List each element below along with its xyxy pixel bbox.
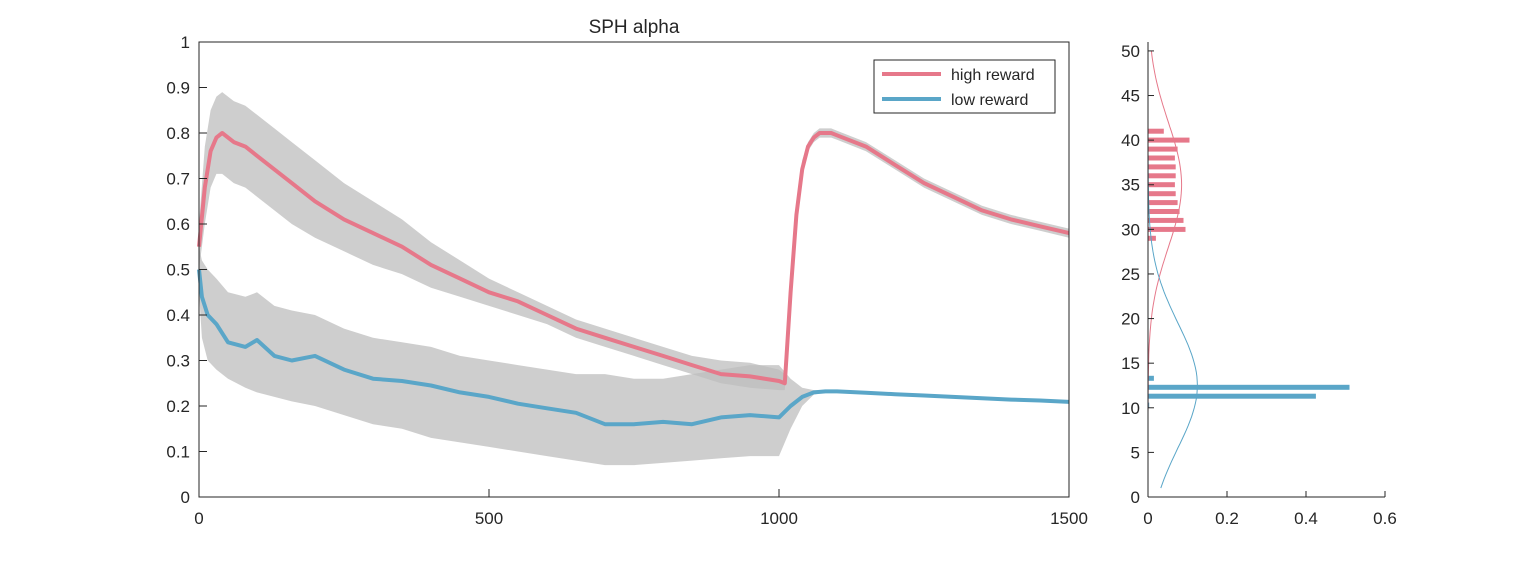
- y-tick-label: 0: [181, 488, 190, 507]
- side-y-axis: 0 5 10 15 20 25 30 35 40 45 50: [1121, 42, 1154, 507]
- x-tick-label: 1500: [1050, 509, 1088, 528]
- x-tick-label: 500: [475, 509, 503, 528]
- series-lines: [197, 131, 1070, 427]
- side-y-tick-label: 5: [1131, 443, 1140, 462]
- chart-title: SPH alpha: [589, 17, 680, 38]
- x-tick-label: 1000: [760, 509, 798, 528]
- histogram-bar-0-8: [1148, 164, 1176, 170]
- density-curve-1: [1147, 50, 1198, 489]
- x-tick-label: 0: [194, 509, 203, 528]
- histogram-bar-0-6: [1148, 182, 1175, 188]
- histogram-bar-0-9: [1148, 155, 1175, 161]
- main-line-chart: SPH alpha 0 500 1000 1500 00.10.20.30.40.50…: [166, 17, 1088, 528]
- side-x-tick-label: 0.6: [1373, 509, 1397, 528]
- side-y-tick-label: 10: [1121, 399, 1140, 418]
- histogram-bar-0-11: [1148, 137, 1190, 143]
- histogram-bar-0-0: [1148, 235, 1156, 241]
- y-tick-label: 0.3: [166, 352, 190, 371]
- legend: high reward low reward: [873, 59, 1056, 114]
- histogram-bar-0-10: [1148, 146, 1178, 152]
- histogram-bar-0-3: [1148, 209, 1180, 214]
- side-axes: [1147, 42, 1385, 498]
- y-tick-label: 0.9: [166, 79, 190, 98]
- series-line-1: [197, 269, 1070, 427]
- histogram-bar-0-4: [1148, 200, 1178, 206]
- confidence-band-1: [199, 246, 1069, 466]
- y-tick-label: 0.2: [166, 397, 190, 416]
- legend-box: [873, 59, 1056, 114]
- side-histogram: 0 0.2 0.4 0.6 0 5 10 15 20 25 30 35 40 45 50: [1121, 42, 1397, 528]
- y-tick-label: 0.4: [166, 306, 190, 325]
- side-y-tick-label: 30: [1121, 220, 1140, 239]
- y-tick-label: 0.5: [166, 261, 190, 280]
- side-x-tick-label: 0: [1143, 509, 1152, 528]
- y-tick-label: 0.6: [166, 215, 190, 234]
- histogram-bar-0-12: [1148, 128, 1164, 134]
- side-x-tick-label: 0.4: [1294, 509, 1318, 528]
- side-y-tick-label: 45: [1121, 87, 1140, 106]
- legend-label-1: low reward: [951, 92, 1028, 109]
- histogram-bars: [1148, 128, 1350, 408]
- density-curves: [1147, 50, 1198, 489]
- histogram-bar-0-1: [1148, 226, 1186, 232]
- histogram-bar-0-5: [1148, 191, 1176, 197]
- density-curve-0: [1147, 50, 1183, 489]
- side-y-tick-label: 0: [1131, 488, 1140, 507]
- side-y-tick-label: 15: [1121, 354, 1140, 373]
- side-y-tick-label: 35: [1121, 176, 1140, 195]
- y-tick-label: 0.1: [166, 443, 190, 462]
- side-x-axis: 0 0.2 0.4 0.6: [1143, 491, 1397, 528]
- legend-label-0: high reward: [951, 67, 1035, 84]
- histogram-bar-0-7: [1148, 173, 1176, 179]
- y-axis: 0 0.1 0.2 0.3 0.4 0.5 0.6 0.7 0.8 0.9 1: [166, 33, 207, 507]
- confidence-band-0: [199, 92, 1069, 391]
- histogram-bar-1-1: [1148, 393, 1316, 399]
- side-y-tick-label: 25: [1121, 265, 1140, 284]
- side-x-tick-label: 0.2: [1215, 509, 1239, 528]
- confidence-bands: [199, 92, 1069, 466]
- x-axis: 0 500 1000 1500: [194, 489, 1088, 528]
- side-y-tick-label: 40: [1121, 131, 1140, 150]
- histogram-bar-0-2: [1148, 217, 1184, 223]
- histogram-bar-1-2: [1148, 384, 1350, 390]
- side-y-tick-label: 50: [1121, 42, 1140, 61]
- series-line-0: [197, 131, 1070, 386]
- y-tick-label: 0.7: [166, 170, 190, 189]
- y-tick-label: 1: [181, 33, 190, 52]
- y-tick-label: 0.8: [166, 124, 190, 143]
- histogram-bar-1-3: [1148, 375, 1154, 381]
- side-y-tick-label: 20: [1121, 310, 1140, 329]
